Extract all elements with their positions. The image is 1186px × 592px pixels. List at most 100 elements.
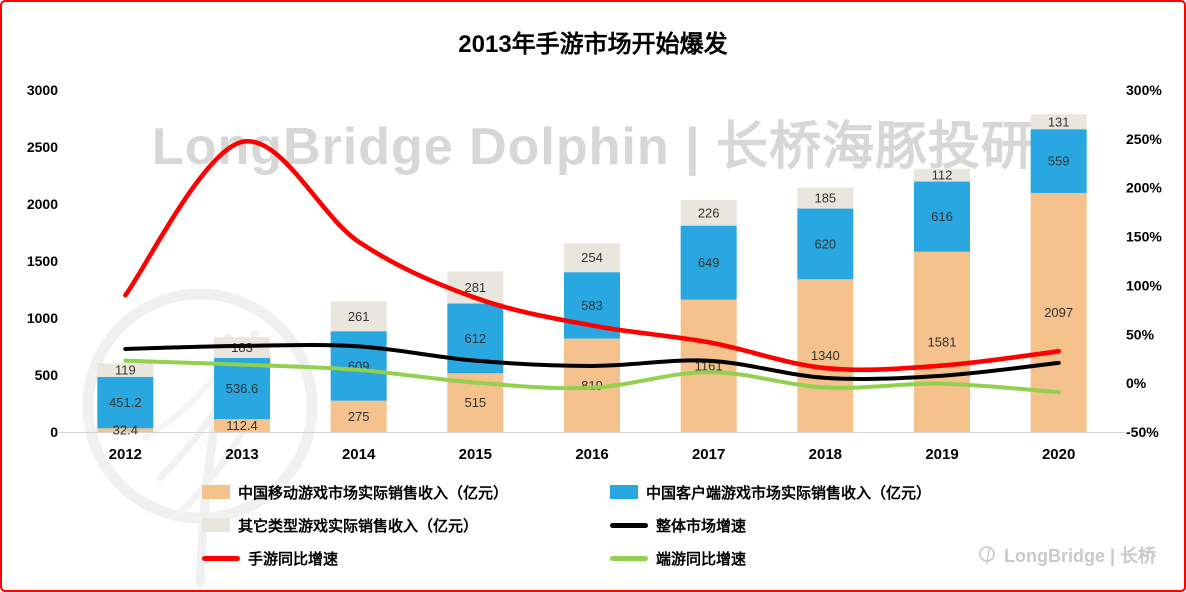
x-axis-category-label: 2019: [925, 446, 958, 463]
bar-segment: [97, 376, 154, 429]
bar-segment: [914, 168, 970, 182]
bar-value-label: 612: [464, 331, 486, 346]
bar-segment: [214, 419, 270, 432]
bar-segment: [330, 301, 387, 332]
bar-segment: [330, 400, 387, 432]
legend-label: 整体市场增速: [656, 517, 747, 535]
bar-value-label: 649: [698, 255, 720, 270]
bar-value-label: 281: [464, 280, 486, 295]
right-axis-tick-label: 250%: [1126, 131, 1162, 147]
legend-item: 中国移动游戏市场实际销售收入（亿元）: [202, 481, 610, 503]
bar-value-label: 1581: [928, 334, 957, 349]
bar-segment: [330, 331, 387, 401]
right-axis-tick-label: 200%: [1126, 180, 1162, 196]
legend-swatch-line: [202, 555, 240, 561]
left-axis-tick-label: 1000: [27, 310, 58, 326]
x-axis-category-label: 2017: [692, 446, 725, 463]
bar-stacks: [97, 114, 1087, 432]
bar-value-label: 112: [932, 168, 953, 183]
x-axis-category-label: 2013: [225, 446, 258, 463]
right-axis-tick-label: 300%: [1126, 82, 1162, 98]
bar-segment: [797, 279, 854, 432]
legend-item: 整体市场增速: [610, 514, 931, 536]
chart-title: 2013年手游市场开始爆发: [458, 31, 728, 58]
bar-segment: [1030, 114, 1087, 130]
legend-label: 手游同比增速: [248, 550, 339, 568]
bar-value-label: 226: [698, 205, 720, 220]
legend-swatch-line: [610, 555, 648, 561]
x-axis-category-label: 2016: [575, 446, 608, 463]
bar-value-label: 261: [348, 309, 370, 324]
left-axis-tick-label: 500: [35, 367, 59, 383]
bar-value-label: 254: [581, 250, 603, 265]
bar-segment: [797, 187, 854, 209]
bar-value-label: 131: [1048, 114, 1070, 129]
legend-swatch-box: [610, 485, 638, 499]
bar-segment: [680, 299, 737, 432]
bar-segment: [1030, 129, 1087, 193]
bar-value-label: 112.4: [226, 418, 258, 433]
bar-segment: [914, 181, 970, 252]
bar-segment: [564, 243, 620, 273]
left-axis-tick-label: 1500: [27, 253, 58, 269]
bar-value-label: 583: [581, 298, 603, 313]
x-axis-category-label: 2015: [459, 446, 492, 463]
legend: 中国移动游戏市场实际销售收入（亿元） 中国客户端游戏市场实际销售收入（亿元） 其它类…: [202, 481, 931, 569]
right-axis-tick-label: 100%: [1126, 277, 1162, 293]
bar-segment: [914, 251, 970, 432]
bar-segment: [797, 208, 854, 280]
left-axis-tick-label: 2000: [27, 196, 58, 212]
longbridge-logo-small-icon: [979, 546, 995, 565]
bar-value-label: 559: [1048, 154, 1070, 169]
legend-label: 其它类型游戏实际销售收入（亿元）: [238, 517, 479, 535]
right-axis-tick-label: -50%: [1126, 424, 1159, 440]
legend-label: 中国移动游戏市场实际销售收入（亿元）: [238, 484, 509, 502]
x-axis-category-label: 2014: [342, 446, 376, 463]
legend-item: 中国客户端游戏市场实际销售收入（亿元）: [610, 481, 931, 503]
bar-segment: [97, 363, 154, 377]
bar-value-labels: 32.4451.2119112.4536.6183275609261515612…: [109, 114, 1073, 437]
legend-label: 端游同比增速: [656, 550, 747, 568]
trend-line: [123, 358, 1061, 395]
legend-item: 端游同比增速: [610, 547, 931, 569]
bar-value-label: 275: [348, 409, 370, 424]
bar-value-label: 515: [464, 395, 486, 410]
bar-value-label: 185: [814, 191, 836, 206]
left-axis-tick-label: 3000: [27, 82, 58, 98]
legend-label: 中国客户端游戏市场实际销售收入（亿元）: [646, 484, 932, 502]
left-axis-ticks: 3000 2500 2000 1500 1000 500 0: [27, 82, 58, 440]
left-axis-tick-label: 2500: [27, 139, 58, 155]
x-axis-category-label: 2020: [1042, 446, 1075, 463]
bar-value-label: 620: [814, 236, 836, 251]
bar-value-label: 536.6: [226, 381, 259, 396]
bar-segment: [214, 358, 270, 420]
right-axis-tick-label: 0%: [1126, 375, 1147, 391]
legend-item: 手游同比增速: [202, 547, 610, 569]
legend-swatch-line: [610, 522, 648, 528]
right-axis-ticks: 300% 250% 200% 150% 100% 50% 0% -50%: [1126, 82, 1162, 440]
bar-segment: [97, 428, 154, 432]
right-axis-tick-label: 150%: [1126, 229, 1162, 245]
watermark-text: LongBridge Dolphin | 长桥海豚投研: [151, 118, 1035, 176]
bar-value-label: 616: [931, 209, 953, 224]
bar-value-label: 119: [115, 363, 136, 378]
left-axis-tick-label: 0: [50, 424, 58, 440]
x-axis-category-label: 2018: [809, 446, 842, 463]
trend-line: [123, 343, 1061, 381]
legend-swatch-box: [202, 518, 230, 532]
legend-swatch-box: [202, 485, 230, 499]
corner-watermark-text: LongBridge | 长桥: [1003, 546, 1156, 566]
bar-segment: [680, 199, 737, 226]
bar-value-label: 1340: [811, 348, 840, 363]
x-axis-labels: 2012 2013 2014 2015 2016 2017 2018 2019 2020: [109, 446, 1076, 463]
bar-value-label: 32.4: [113, 423, 138, 438]
legend-item: 其它类型游戏实际销售收入（亿元）: [202, 514, 610, 536]
right-axis-tick-label: 50%: [1126, 326, 1155, 342]
bar-value-label: 2097: [1044, 305, 1073, 320]
trend-line: [123, 139, 1061, 373]
x-axis-category-label: 2012: [109, 446, 142, 463]
corner-watermark: LongBridge | 长桥: [977, 542, 1156, 568]
bar-value-label: 451.2: [109, 395, 142, 410]
